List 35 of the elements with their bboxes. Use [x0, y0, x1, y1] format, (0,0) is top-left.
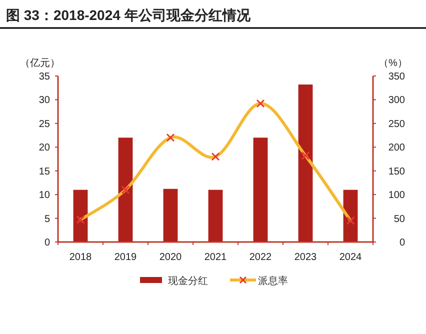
- y2-tick-label: 250: [388, 118, 406, 130]
- legend-label: 现金分红: [168, 275, 208, 287]
- y2-tick-label: 100: [388, 190, 406, 202]
- y-tick-label: 0: [44, 238, 50, 248]
- y-tick-label: 15: [38, 166, 50, 178]
- y-axis-title: （亿元）: [20, 58, 60, 69]
- y2-tick-label: 350: [388, 72, 406, 82]
- y-tick-label: 35: [38, 72, 50, 82]
- x-tick-label: 2019: [114, 252, 138, 263]
- x-tick-label: 2020: [159, 252, 182, 263]
- x-tick-label: 2018: [69, 252, 92, 263]
- bar: [298, 84, 313, 242]
- y2-tick-label: 50: [394, 214, 406, 225]
- y2-tick-label: 150: [388, 166, 406, 178]
- y2-tick-label: 200: [388, 142, 406, 154]
- y-tick-label: 10: [38, 190, 50, 202]
- y2-axis-title: （%）: [378, 58, 408, 69]
- y-tick-label: 25: [38, 118, 50, 130]
- bar: [118, 138, 133, 242]
- legend-label: 派息率: [258, 275, 288, 287]
- y2-tick-label: 300: [388, 95, 406, 106]
- bar: [253, 138, 268, 242]
- x-tick-label: 2023: [294, 252, 318, 263]
- bar: [163, 188, 178, 242]
- chart-title: 图 33：2018-2024 年公司现金分红情况: [6, 7, 252, 23]
- bar: [73, 190, 88, 242]
- y-tick-label: 20: [38, 142, 50, 154]
- bar: [343, 190, 358, 242]
- y2-tick-label: 0: [399, 238, 406, 248]
- y-tick-label: 5: [44, 214, 50, 225]
- x-tick-label: 2021: [204, 252, 228, 263]
- bar: [208, 190, 223, 242]
- x-tick-label: 2024: [339, 252, 362, 263]
- y-tick-label: 30: [38, 95, 50, 106]
- x-tick-label: 2022: [249, 252, 272, 263]
